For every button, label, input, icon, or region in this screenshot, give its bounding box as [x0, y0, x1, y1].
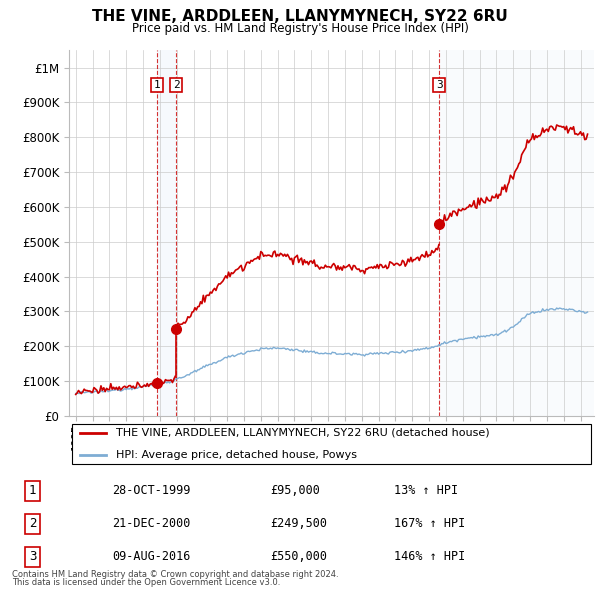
FancyBboxPatch shape: [71, 424, 592, 464]
Text: 3: 3: [29, 550, 36, 563]
Text: 146% ↑ HPI: 146% ↑ HPI: [394, 550, 466, 563]
Text: £249,500: £249,500: [271, 517, 328, 530]
Text: 2: 2: [29, 517, 36, 530]
Text: 1: 1: [154, 80, 160, 90]
Text: Price paid vs. HM Land Registry's House Price Index (HPI): Price paid vs. HM Land Registry's House …: [131, 22, 469, 35]
Text: 09-AUG-2016: 09-AUG-2016: [112, 550, 190, 563]
Text: 2: 2: [173, 80, 179, 90]
Text: £95,000: £95,000: [271, 484, 320, 497]
Text: 167% ↑ HPI: 167% ↑ HPI: [394, 517, 466, 530]
Text: HPI: Average price, detached house, Powys: HPI: Average price, detached house, Powy…: [116, 450, 357, 460]
Text: 28-OCT-1999: 28-OCT-1999: [112, 484, 190, 497]
Text: Contains HM Land Registry data © Crown copyright and database right 2024.: Contains HM Land Registry data © Crown c…: [12, 571, 338, 579]
Bar: [157, 50, 176, 416]
Text: THE VINE, ARDDLEEN, LLANYMYNECH, SY22 6RU (detached house): THE VINE, ARDDLEEN, LLANYMYNECH, SY22 6R…: [116, 428, 490, 438]
Text: 1: 1: [29, 484, 36, 497]
Text: This data is licensed under the Open Government Licence v3.0.: This data is licensed under the Open Gov…: [12, 578, 280, 587]
Text: 21-DEC-2000: 21-DEC-2000: [112, 517, 190, 530]
Text: 3: 3: [436, 80, 443, 90]
Text: 13% ↑ HPI: 13% ↑ HPI: [394, 484, 458, 497]
Bar: [439, 50, 594, 416]
Text: THE VINE, ARDDLEEN, LLANYMYNECH, SY22 6RU: THE VINE, ARDDLEEN, LLANYMYNECH, SY22 6R…: [92, 9, 508, 24]
Text: £550,000: £550,000: [271, 550, 328, 563]
